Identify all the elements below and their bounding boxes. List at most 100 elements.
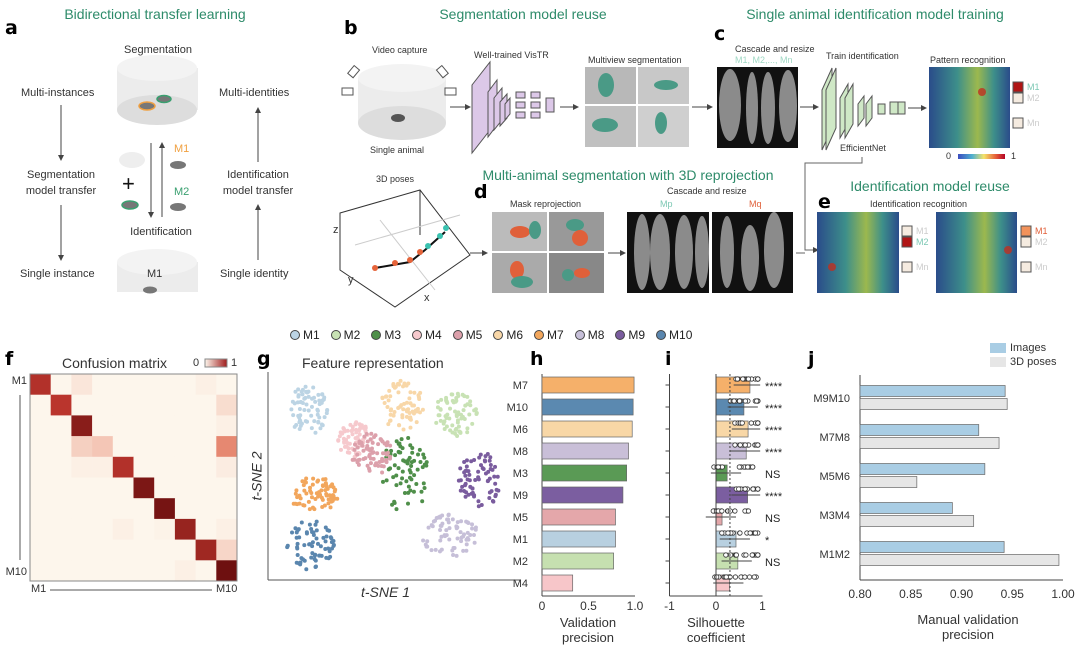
- tsne-point: [438, 538, 443, 543]
- tsne-point: [309, 491, 314, 496]
- panel-letter-h: h: [530, 348, 544, 370]
- tsne-point: [371, 456, 376, 461]
- matrix-cell: [216, 477, 238, 499]
- tsne-point: [361, 448, 366, 453]
- j-bar: [859, 515, 975, 527]
- i-significance: NS: [765, 469, 780, 481]
- tsne-point: [300, 479, 305, 484]
- confusion-scale-min: 0: [193, 357, 200, 369]
- tsne-point: [489, 489, 494, 494]
- matrix-cell: [30, 456, 51, 478]
- i-data-point: [743, 552, 749, 558]
- panel-letter-c: c: [714, 23, 726, 45]
- tsne-point: [355, 452, 360, 457]
- tsne-point: [324, 534, 329, 539]
- tsne-point: [470, 522, 475, 527]
- tsne-point: [415, 467, 420, 472]
- matrix-cell: [71, 498, 93, 520]
- tsne-point: [310, 540, 315, 545]
- tsne-point: [422, 485, 427, 490]
- j-bar: [859, 424, 980, 436]
- tsne-point: [492, 474, 497, 479]
- tsne-point: [447, 526, 452, 531]
- i-tick-label: 0: [713, 599, 720, 613]
- i-data-point: [737, 442, 743, 448]
- tsne-point: [360, 443, 365, 448]
- tsne-point: [387, 418, 392, 423]
- tsne-point: [488, 462, 493, 467]
- tsne-point: [350, 457, 355, 462]
- tsne-point: [384, 394, 389, 399]
- ids-label: M1, M2,..., Mn: [735, 55, 793, 65]
- tsne-point: [493, 464, 498, 469]
- identification-arena-icon: [117, 249, 198, 294]
- tsne-point: [303, 384, 308, 389]
- tsne-point: [399, 437, 404, 442]
- legend-label: M8: [587, 328, 605, 342]
- tsne-point: [297, 427, 302, 432]
- tsne-point: [342, 444, 347, 449]
- matrix-cell: [154, 498, 176, 520]
- legend-marker: [371, 330, 382, 340]
- panel-letter-g: g: [257, 348, 271, 370]
- mouse-legend: M1 M2 M3 M4 M5 M6 M7 M8 M9 M10: [290, 328, 692, 342]
- legend-item: M5: [452, 328, 482, 342]
- i-data-point: [723, 552, 729, 558]
- tsne-point: [315, 408, 320, 413]
- matrix-cell: [154, 518, 176, 540]
- matrix-cell: [174, 498, 196, 520]
- tsne-point: [418, 390, 423, 395]
- h-bar: [541, 508, 616, 526]
- tsne-point: [386, 398, 391, 403]
- matrix-cell: [112, 415, 134, 437]
- tsne-point: [476, 469, 481, 474]
- tsne-point: [455, 434, 460, 439]
- j-xlabel: precision: [941, 627, 995, 642]
- tsne-point: [305, 390, 310, 395]
- matrix-cell: [133, 374, 155, 395]
- confusion-matrix-title: Confusion matrix: [62, 355, 168, 371]
- tsne-point: [394, 507, 399, 512]
- i-data-point: [747, 530, 753, 536]
- legend-item: M2: [330, 328, 360, 342]
- tsne-point: [326, 501, 331, 506]
- cascade-label-d: Cascade and resize: [667, 186, 747, 196]
- matrix-cell: [50, 539, 72, 561]
- tsne-point: [331, 539, 336, 544]
- tsne-point: [295, 541, 300, 546]
- legend-label: M6: [506, 328, 524, 342]
- tsne-point: [410, 445, 415, 450]
- tsne-point: [481, 467, 486, 472]
- legend-item: M4: [412, 328, 442, 342]
- multi-identities-label: Multi-identities: [219, 87, 290, 99]
- tsne-point: [296, 394, 301, 399]
- tsne-point: [463, 481, 468, 486]
- tsne-point: [309, 404, 314, 409]
- i-data-point: [737, 530, 743, 536]
- tsne-point: [450, 423, 455, 428]
- tsne-point: [294, 488, 299, 493]
- tsne-point: [295, 545, 300, 550]
- tsne-point: [467, 472, 472, 477]
- i-data-point: [745, 376, 752, 382]
- id-boxes-c: [1012, 81, 1024, 129]
- tsne-point: [304, 567, 309, 572]
- i-data-point: [755, 552, 761, 558]
- tsne-point: [374, 461, 379, 466]
- 3d-poses-label: 3D poses: [376, 174, 415, 184]
- tsne-point: [306, 394, 311, 399]
- matrix-cell: [112, 394, 134, 416]
- tsne-point: [495, 474, 500, 479]
- i-data-point: [736, 464, 742, 470]
- panel-a-title: Bidirectional transfer learning: [64, 6, 246, 22]
- matrix-cell: [112, 456, 134, 478]
- j-bar: [859, 385, 1006, 397]
- i-data-point: [755, 376, 761, 382]
- tsne-point: [380, 456, 385, 461]
- tsne-point: [398, 378, 403, 383]
- col-label-first: M1: [31, 583, 47, 595]
- tsne-point: [321, 483, 326, 488]
- tsne-point: [431, 519, 436, 524]
- tsne-point: [491, 499, 496, 504]
- j-tick-label: 0.95: [1001, 587, 1025, 601]
